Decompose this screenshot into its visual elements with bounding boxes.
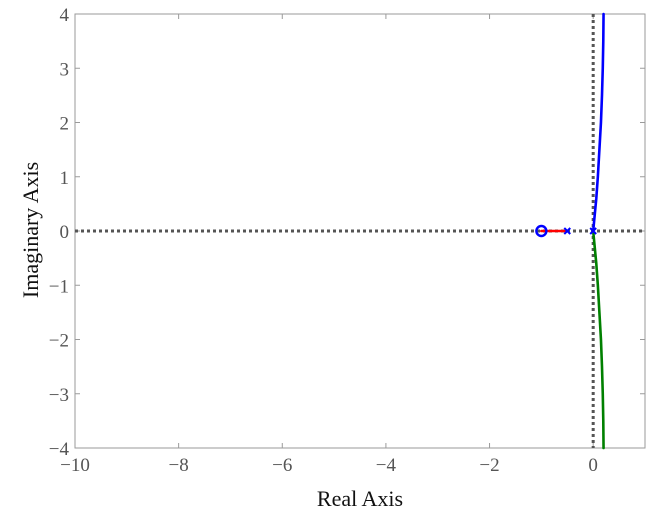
pole-marker <box>589 227 597 235</box>
y-tick-label: 2 <box>60 114 70 135</box>
y-tick-label: 4 <box>60 5 70 26</box>
x-axis-label: Real Axis <box>317 486 403 511</box>
pole-marker <box>563 227 571 235</box>
x-tick-label: −8 <box>169 455 189 476</box>
locus-branch-2 <box>591 229 605 450</box>
x-tick-label: 0 <box>588 455 598 476</box>
x-tick-label: −2 <box>479 455 499 476</box>
y-tick-label: −1 <box>49 276 69 297</box>
y-tick-label: −2 <box>49 331 69 352</box>
locus-branch-1 <box>591 12 605 233</box>
y-tick-label: −4 <box>49 439 70 460</box>
y-axis-label: Imaginary Axis <box>18 162 43 298</box>
zero-marker <box>535 224 548 238</box>
x-tick-label: −6 <box>272 455 292 476</box>
x-tick-label: −10 <box>60 455 90 476</box>
y-tick-label: 0 <box>60 222 70 243</box>
y-tick-label: 3 <box>60 59 70 80</box>
x-tick-label: −4 <box>376 455 397 476</box>
y-tick-label: −3 <box>49 385 69 406</box>
y-tick-label: 1 <box>60 168 70 189</box>
